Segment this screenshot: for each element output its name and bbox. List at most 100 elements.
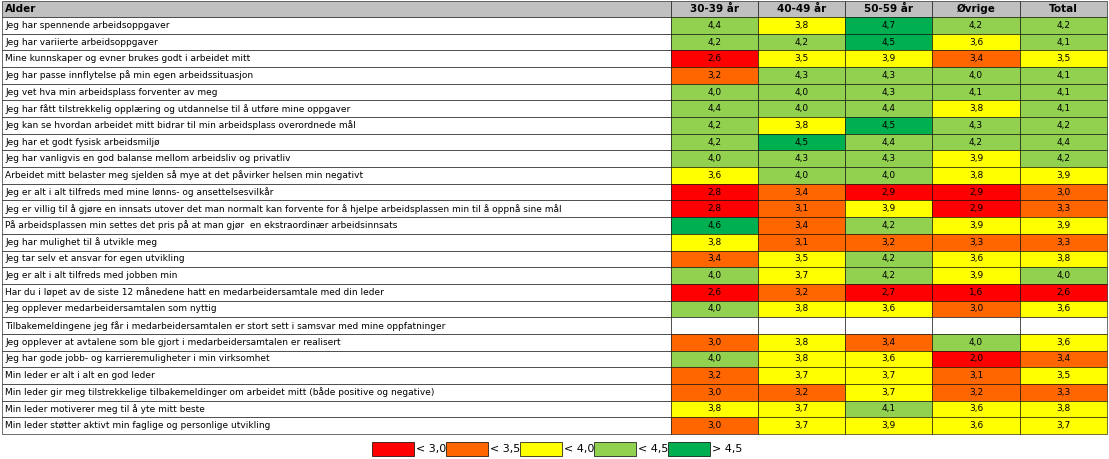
Bar — [757, 401, 845, 417]
Text: 4,1: 4,1 — [882, 404, 896, 414]
Text: 4,0: 4,0 — [794, 104, 808, 113]
Text: Jeg har fått tilstrekkelig opplæring og utdannelse til å utføre mine oppgaver: Jeg har fått tilstrekkelig opplæring og … — [6, 104, 350, 114]
Text: 4,2: 4,2 — [969, 138, 983, 146]
Bar — [1019, 417, 1107, 434]
Bar — [845, 101, 933, 117]
Bar — [757, 134, 845, 151]
Bar — [757, 367, 845, 384]
Bar — [2, 401, 671, 417]
Bar — [757, 217, 845, 234]
Bar — [1019, 301, 1107, 317]
Bar — [671, 34, 757, 50]
Bar — [1019, 351, 1107, 367]
Bar — [757, 201, 845, 217]
Bar — [2, 384, 671, 401]
Bar — [1019, 167, 1107, 184]
Bar — [1019, 284, 1107, 301]
Bar — [845, 151, 933, 167]
Text: 4,1: 4,1 — [1056, 38, 1070, 46]
Text: 4,0: 4,0 — [882, 171, 896, 180]
Text: 4,2: 4,2 — [708, 138, 721, 146]
Bar — [1019, 401, 1107, 417]
Bar — [2, 167, 671, 184]
Text: Total: Total — [1049, 4, 1078, 14]
Text: 2,9: 2,9 — [969, 204, 983, 213]
Bar — [845, 334, 933, 351]
Text: 4,2: 4,2 — [708, 38, 721, 46]
Text: 3,4: 3,4 — [969, 54, 983, 63]
Text: 2,6: 2,6 — [1056, 288, 1070, 297]
Text: 3,7: 3,7 — [794, 371, 808, 380]
Text: Arbeidet mitt belaster meg sjelden så mye at det påvirker helsen min negativt: Arbeidet mitt belaster meg sjelden så my… — [6, 171, 363, 180]
Text: Jeg vet hva min arbeidsplass forventer av meg: Jeg vet hva min arbeidsplass forventer a… — [6, 88, 217, 96]
Text: 3,7: 3,7 — [794, 404, 808, 414]
Text: 4,2: 4,2 — [794, 38, 808, 46]
Bar — [757, 417, 845, 434]
Bar — [1019, 334, 1107, 351]
Text: 3,6: 3,6 — [882, 304, 896, 313]
Bar — [671, 417, 757, 434]
Text: < 3,5: < 3,5 — [490, 444, 521, 454]
Text: 50-59 år: 50-59 år — [864, 4, 914, 14]
Bar — [2, 134, 671, 151]
Text: 2,7: 2,7 — [882, 288, 896, 297]
Text: 3,8: 3,8 — [794, 21, 808, 30]
Bar — [845, 1, 933, 17]
Text: 4,4: 4,4 — [882, 104, 896, 113]
Text: 2,6: 2,6 — [708, 288, 721, 297]
Bar — [372, 442, 414, 456]
Text: 4,0: 4,0 — [794, 171, 808, 180]
Bar — [933, 67, 1019, 84]
Text: 3,5: 3,5 — [794, 54, 808, 63]
Bar — [933, 101, 1019, 117]
Text: 3,3: 3,3 — [1056, 238, 1070, 246]
Bar — [671, 201, 757, 217]
Bar — [671, 301, 757, 317]
Text: 4,2: 4,2 — [882, 221, 896, 230]
Bar — [671, 117, 757, 134]
Text: 3,9: 3,9 — [969, 154, 984, 163]
Text: 4,2: 4,2 — [1057, 154, 1070, 163]
Bar — [933, 251, 1019, 267]
Bar — [671, 401, 757, 417]
Text: 3,8: 3,8 — [794, 304, 808, 313]
Bar — [845, 401, 933, 417]
Bar — [933, 367, 1019, 384]
Bar — [757, 1, 845, 17]
Bar — [1019, 267, 1107, 284]
Text: Min leder støtter aktivt min faglige og personlige utvikling: Min leder støtter aktivt min faglige og … — [6, 421, 271, 430]
Text: Har du i løpet av de siste 12 månedene hatt en medarbeidersamtale med din leder: Har du i løpet av de siste 12 månedene h… — [6, 287, 384, 297]
Bar — [2, 67, 671, 84]
Text: 3,1: 3,1 — [794, 238, 808, 246]
Bar — [2, 201, 671, 217]
Bar — [845, 50, 933, 67]
Text: 3,3: 3,3 — [1056, 204, 1070, 213]
Text: 4,2: 4,2 — [1057, 121, 1070, 130]
Text: 2,6: 2,6 — [708, 54, 721, 63]
Bar — [671, 101, 757, 117]
Text: 4,5: 4,5 — [882, 121, 896, 130]
Bar — [757, 34, 845, 50]
Bar — [757, 84, 845, 101]
Text: 2,8: 2,8 — [708, 188, 721, 196]
Text: 3,5: 3,5 — [794, 254, 808, 263]
Text: 4,0: 4,0 — [1056, 271, 1070, 280]
Bar — [2, 84, 671, 101]
Text: 3,4: 3,4 — [1056, 354, 1070, 364]
Text: Jeg har mulighet til å utvikle meg: Jeg har mulighet til å utvikle meg — [6, 237, 157, 247]
Bar — [757, 101, 845, 117]
Text: 30-39 år: 30-39 år — [690, 4, 739, 14]
Text: Min leder motiverer meg til å yte mitt beste: Min leder motiverer meg til å yte mitt b… — [6, 404, 205, 414]
Text: 3,3: 3,3 — [969, 238, 984, 246]
Bar — [757, 351, 845, 367]
Bar — [2, 117, 671, 134]
Bar — [2, 34, 671, 50]
Text: 4,6: 4,6 — [708, 221, 721, 230]
Text: 3,9: 3,9 — [1056, 171, 1070, 180]
Text: 3,6: 3,6 — [1056, 338, 1070, 347]
Text: Jeg opplever at avtalene som ble gjort i medarbeidersamtalen er realisert: Jeg opplever at avtalene som ble gjort i… — [6, 338, 340, 347]
Text: 3,7: 3,7 — [882, 388, 896, 397]
Text: Jeg har et godt fysisk arbeidsmiljø: Jeg har et godt fysisk arbeidsmiljø — [6, 138, 160, 146]
Text: 4,0: 4,0 — [969, 71, 983, 80]
Text: 3,8: 3,8 — [1056, 254, 1070, 263]
